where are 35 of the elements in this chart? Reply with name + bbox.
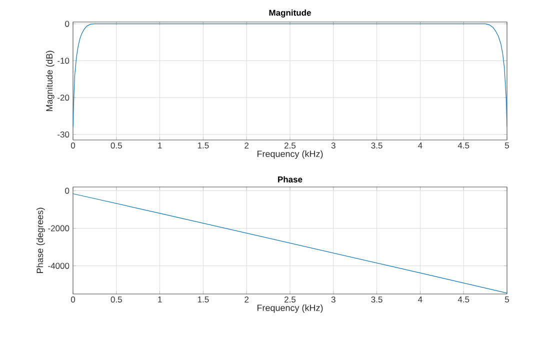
x-tick-label: 1.5 [198, 296, 209, 302]
y-tick-label: -2000 [48, 225, 70, 232]
y-tick-label: 0 [65, 188, 70, 194]
y-tick-label: -4000 [48, 262, 70, 269]
x-tick-label: 2.5 [284, 142, 296, 149]
chart-title: Phase [278, 176, 302, 182]
x-axis-title: Frequency (kHz) [257, 150, 323, 159]
x-tick-label: 5 [504, 296, 510, 302]
x-axis-title: Frequency (kHz) [257, 304, 323, 313]
y-tick-label: -30 [58, 131, 70, 138]
x-tick-label: 2 [244, 296, 249, 302]
x-tick-label: 1.5 [198, 142, 209, 148]
x-tick-label: 2 [244, 142, 249, 148]
y-tick-label: 0 [65, 20, 70, 27]
chart-title: Magnitude [269, 10, 311, 18]
x-tick-label: 0 [70, 142, 76, 149]
x-tick-label: 4 [418, 296, 422, 302]
x-tick-label: 4.5 [458, 142, 470, 148]
x-tick-label: 4.5 [458, 296, 470, 302]
x-tick-label: 3 [331, 296, 336, 303]
y-axis-title: Phase (degrees) [36, 208, 45, 274]
x-tick-label: 4 [418, 142, 422, 148]
x-tick-label: 3.5 [371, 142, 382, 149]
x-tick-label: 0.5 [110, 296, 122, 303]
x-tick-label: 3.5 [371, 296, 382, 303]
y-axis-title: Magnitude (dB) [46, 50, 54, 112]
y-tick-label: -10 [58, 58, 70, 64]
x-tick-label: 1 [158, 296, 162, 302]
x-tick-label: 1 [158, 142, 162, 148]
x-tick-label: 0.5 [110, 142, 122, 149]
x-tick-label: 5 [504, 142, 510, 148]
x-tick-label: 3 [331, 142, 336, 149]
x-tick-label: 0 [70, 296, 76, 303]
x-tick-label: 2.5 [284, 296, 296, 303]
y-tick-label: -20 [58, 94, 70, 101]
